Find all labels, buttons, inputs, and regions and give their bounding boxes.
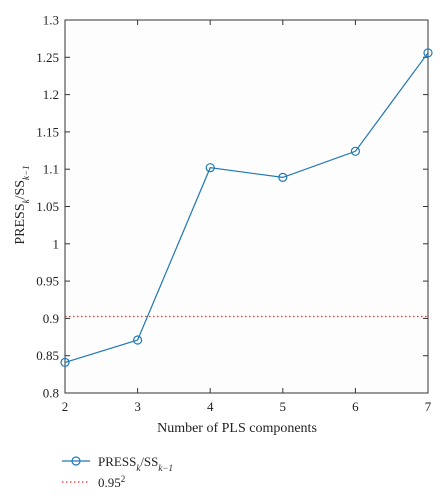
y-tick-label: 1.15 — [36, 124, 59, 139]
data-point-marker — [423, 48, 433, 58]
x-tick-label: 7 — [425, 399, 432, 414]
y-tick-label: 0.8 — [43, 386, 59, 401]
y-tick-label: 1.25 — [36, 50, 59, 65]
x-tick-label: 5 — [280, 399, 287, 414]
y-tick-label: 1.3 — [43, 13, 59, 28]
legend-series-label: PRESSk/SSk−1 — [98, 454, 173, 473]
x-tick-label: 4 — [207, 399, 214, 414]
x-tick-label: 2 — [62, 399, 69, 414]
y-tick-label: 1.1 — [43, 162, 59, 177]
x-tick-label: 6 — [352, 399, 359, 414]
plot-area — [65, 20, 428, 393]
y-tick-label: 0.9 — [43, 311, 59, 326]
y-tick-label: 1.2 — [43, 87, 59, 102]
series-group — [60, 48, 433, 368]
x-axis-ticks: 2 3 4 5 6 7 — [62, 20, 432, 414]
x-axis-title: Number of PLS components — [157, 421, 317, 436]
y-axis-title: PRESSk/SSk−1 — [13, 165, 31, 244]
data-point-marker — [350, 146, 360, 156]
plot-background — [65, 20, 428, 393]
y-axis-ticks: 0.8 0.85 0.9 0.95 1 1.05 1.1 1.15 1.2 1.25 1.3 — [36, 13, 428, 401]
series-line — [64, 52, 429, 363]
data-point-marker — [205, 163, 215, 173]
y-tick-label: 1 — [53, 236, 60, 251]
x-tick-label: 3 — [134, 399, 141, 414]
data-point-marker — [60, 357, 70, 368]
data-point-marker — [278, 172, 288, 183]
data-point-marker — [133, 335, 143, 345]
legend-reference-label: 0.952 — [98, 474, 125, 490]
y-tick-label: 0.95 — [36, 274, 59, 289]
y-tick-label: 1.05 — [36, 199, 59, 214]
y-tick-label: 0.85 — [36, 348, 59, 363]
legend: PRESSk/SSk−1 0.952 — [62, 454, 173, 490]
legend-series-marker — [71, 456, 81, 466]
